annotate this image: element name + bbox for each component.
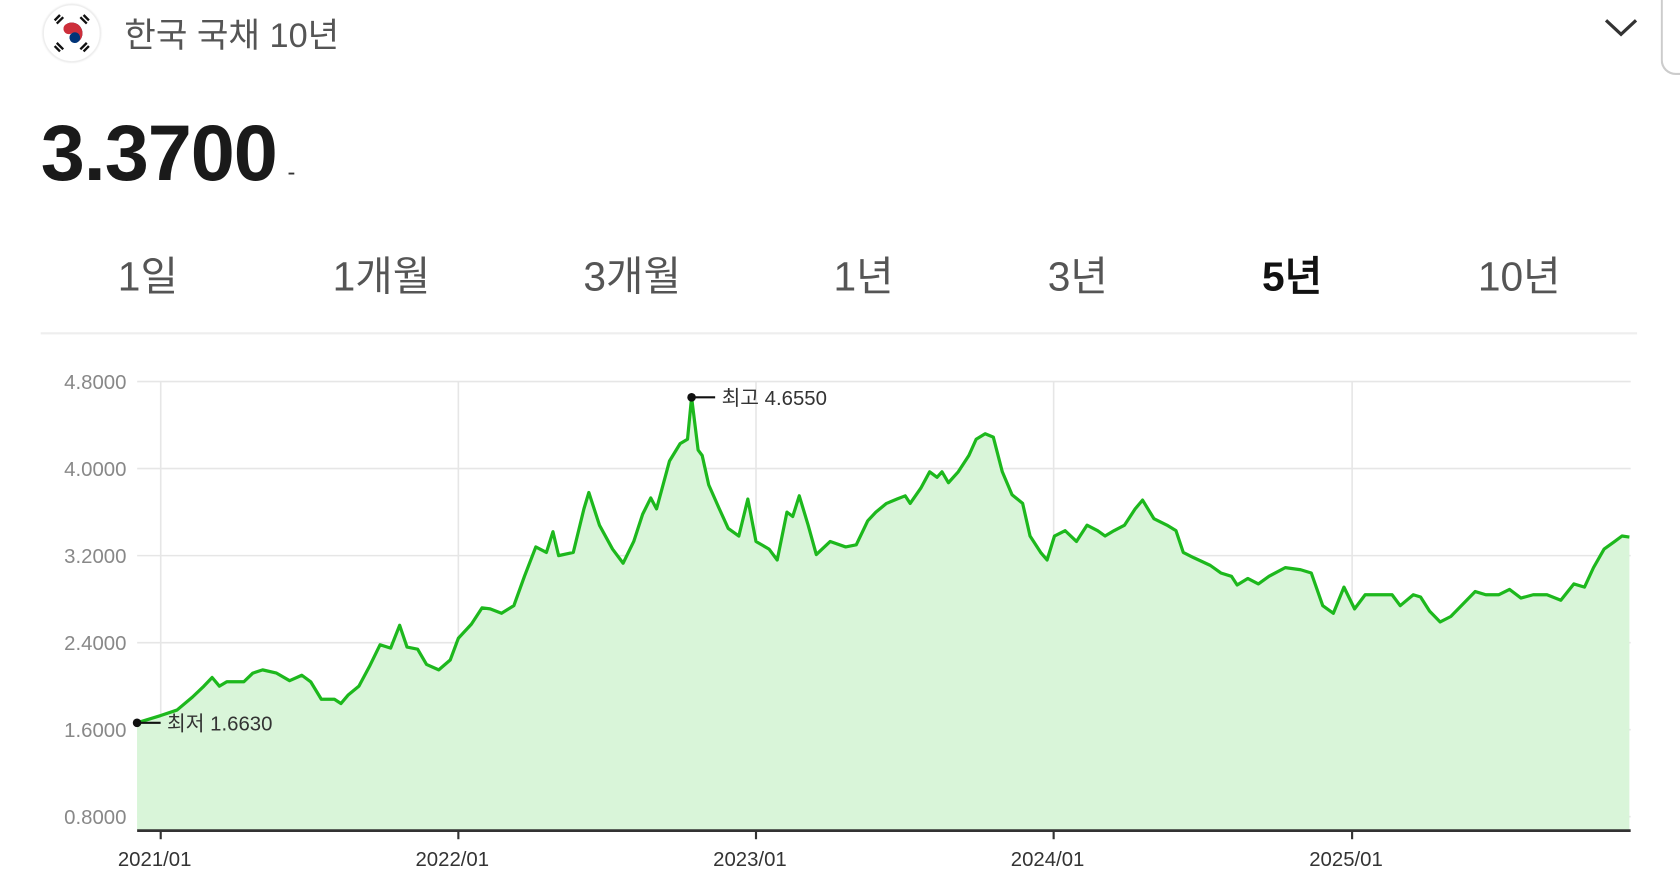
tab-1-year[interactable]: 1년 xyxy=(833,255,894,301)
price-row: 3.3700 - xyxy=(41,107,296,198)
low-annotation-label: 최저 1.6630 xyxy=(167,712,272,735)
x-tick-label: 2023/01 xyxy=(713,849,787,871)
high-annotation-label: 최고 4.6550 xyxy=(722,387,827,410)
tab-1-month[interactable]: 1개월 xyxy=(332,255,431,301)
chevron-down-icon[interactable] xyxy=(1603,11,1639,43)
y-tick-label: 4.8000 xyxy=(64,372,126,394)
tab-5-years[interactable]: 5년 xyxy=(1262,255,1323,301)
area-fill xyxy=(137,397,1630,831)
y-tick-label: 1.6000 xyxy=(64,720,126,742)
tab-3-months[interactable]: 3개월 xyxy=(583,255,681,301)
x-tick-label: 2021/01 xyxy=(118,849,192,871)
x-tick-label: 2022/01 xyxy=(415,849,489,871)
price-change: - xyxy=(287,158,296,186)
tab-10-years[interactable]: 10년 xyxy=(1477,255,1561,301)
tab-3-years[interactable]: 3년 xyxy=(1047,255,1108,301)
yield-line xyxy=(136,395,1630,725)
y-tick-label: 3.2000 xyxy=(64,546,126,568)
y-tick-label: 4.0000 xyxy=(64,459,126,481)
y-tick-label: 2.4000 xyxy=(64,633,126,655)
tab-1-day[interactable]: 1일 xyxy=(117,255,178,301)
period-tabs: 1일 1개월 3개월 1년 3년 5년 10년 xyxy=(40,241,1638,335)
yield-chart: 4.8000 4.0000 3.2000 2.4000 1.6000 0.8000 2021… xyxy=(64,372,1631,871)
y-tick-label: 0.8000 xyxy=(64,807,126,829)
x-tick-label: 2025/01 xyxy=(1309,849,1383,871)
korea-flag-icon xyxy=(42,4,101,63)
side-panel-edge xyxy=(1660,0,1680,76)
low-annotation-marker xyxy=(132,718,142,728)
instrument-title: 한국 국채 10년 xyxy=(124,16,340,55)
x-tick-label: 2024/01 xyxy=(1011,849,1085,871)
current-price: 3.3700 xyxy=(40,108,278,198)
